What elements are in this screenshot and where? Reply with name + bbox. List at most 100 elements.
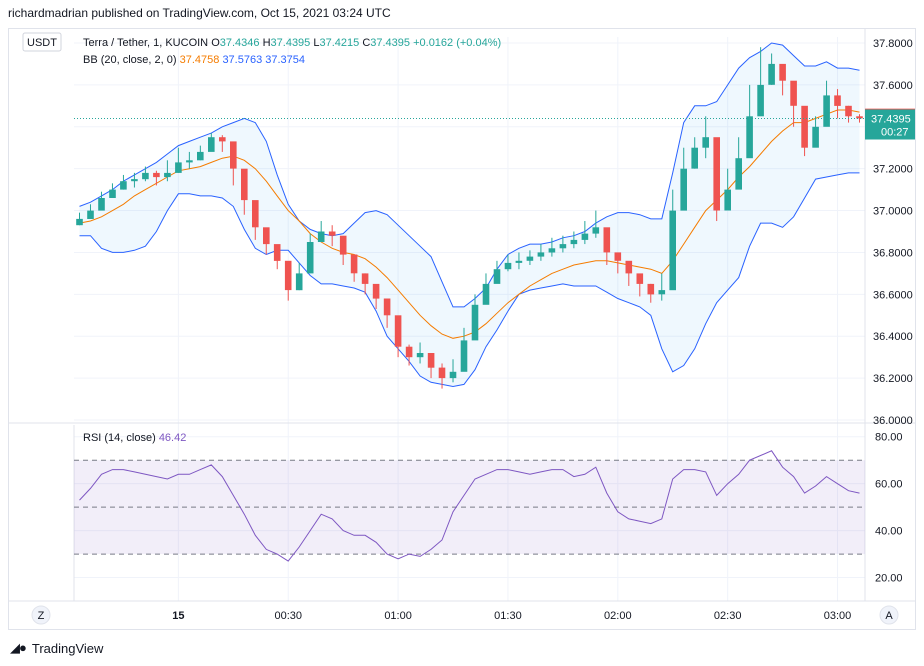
symbol-legend[interactable]: Terra / Tether, 1, KUCOIN O37.4346 H37.4… [83,37,501,49]
candle-body[interactable] [823,95,830,127]
price-tick-label: 36.6000 [873,289,913,301]
candle-body[interactable] [230,141,237,169]
candle-body[interactable] [834,95,841,106]
open-label: O [211,37,220,49]
bb-upper-line[interactable] [79,42,860,308]
candle-body[interactable] [317,231,325,243]
candle-body[interactable] [219,137,226,142]
candle-body[interactable] [647,283,655,295]
candle-body[interactable] [449,371,457,379]
candle-body[interactable] [669,210,676,291]
zoom-reset-button[interactable] [31,605,51,625]
candle-body[interactable] [779,63,786,81]
candle-body[interactable] [416,353,424,358]
candle-body[interactable] [295,273,303,291]
chart-canvas[interactable]: 37.800037.600037.400037.200037.000036.80… [9,29,915,629]
bb-lower-line[interactable] [79,172,860,388]
candle-body[interactable] [87,210,94,219]
price-tick-label: 37.6000 [873,80,913,92]
candle-body[interactable] [548,248,556,253]
candle-body[interactable] [273,244,281,261]
low-label: L [313,37,319,49]
price-tick-label: 37.0000 [873,206,913,218]
candle-body[interactable] [801,105,808,148]
candle-body[interactable] [570,239,578,245]
candle-body[interactable] [680,168,687,211]
candle-body[interactable] [614,252,622,261]
close-value: 37.4395 [370,37,413,49]
candle-body[interactable] [746,116,753,159]
candle-body[interactable] [120,181,127,190]
candle-body[interactable] [515,260,523,263]
candle-body[interactable] [142,172,149,180]
tradingview-icon: ◢● [10,640,27,655]
candle-body[interactable] [197,151,204,161]
candle-body[interactable] [164,172,171,178]
currency-button[interactable] [22,32,62,52]
candle-body[interactable] [284,260,292,291]
candle-body[interactable] [306,242,314,274]
candle-body[interactable] [636,273,644,284]
candle-body[interactable] [691,147,698,169]
tradingview-logo[interactable]: ◢● TradingView [10,640,103,656]
candle-body[interactable] [724,189,731,211]
candle-body[interactable] [208,137,215,152]
candle-body[interactable] [438,367,446,379]
candle-body[interactable] [482,283,490,305]
candle-body[interactable] [175,162,182,173]
candle-body[interactable] [581,233,589,240]
candle-body[interactable] [98,198,105,211]
candle-body[interactable] [252,200,259,228]
price-tick-label: 36.0000 [873,415,913,427]
candle-body[interactable] [625,260,633,274]
candle-body[interactable] [559,244,567,249]
candle-body[interactable] [76,218,83,226]
candle-body[interactable] [603,227,611,253]
candle-body[interactable] [339,235,347,255]
candle-body[interactable] [757,84,764,117]
candle-body[interactable] [361,273,369,284]
candle-body[interactable] [263,227,270,245]
candle-body[interactable] [537,252,545,257]
candle-body[interactable] [504,262,512,270]
candle-body[interactable] [460,340,468,372]
candle-body[interactable] [471,304,479,341]
candle-body[interactable] [131,179,138,182]
auto-scale-button[interactable] [879,605,899,625]
candle-body[interactable] [812,126,819,148]
chart-container[interactable]: 37.800037.600037.400037.200037.000036.80… [8,28,916,630]
candle-body[interactable] [328,231,336,236]
rsi-legend[interactable]: RSI (14, close) 46.42 [83,432,186,444]
price-tick-label: 37.8000 [873,38,913,50]
bb-legend[interactable]: BB (20, close, 2, 0) 37.4758 37.5763 37.… [83,54,305,66]
candle-body[interactable] [372,283,380,299]
candle-body[interactable] [493,269,501,284]
candle-body[interactable] [394,315,402,347]
candle-body[interactable] [713,137,720,211]
candle-body[interactable] [383,298,391,316]
symbol-name: Terra / Tether, 1, KUCOIN [83,37,211,49]
candle-body[interactable] [768,63,775,85]
candle-body[interactable] [526,256,534,261]
bb-basis-line[interactable] [79,109,860,339]
candle-body[interactable] [702,137,709,148]
candle-body[interactable] [592,227,600,234]
auto-scale-label: A [885,610,893,622]
candle-body[interactable] [109,189,116,198]
last-price-label: 37.4395 [871,114,911,126]
candle-body[interactable] [845,105,852,117]
candle-body[interactable] [856,116,863,119]
candle-body[interactable] [735,158,742,190]
candle-body[interactable] [241,168,248,201]
price-tick-label: 36.2000 [873,373,913,385]
candle-body[interactable] [658,290,666,295]
bb-lower-value: 37.3754 [265,54,305,66]
candle-body[interactable] [405,346,413,358]
rsi-line[interactable] [79,450,860,562]
candle-body[interactable] [186,160,193,163]
candle-body[interactable] [350,254,358,274]
candle-body[interactable] [153,172,160,178]
last-price-badge [865,109,915,140]
candle-body[interactable] [790,80,797,106]
candle-body[interactable] [427,353,435,368]
